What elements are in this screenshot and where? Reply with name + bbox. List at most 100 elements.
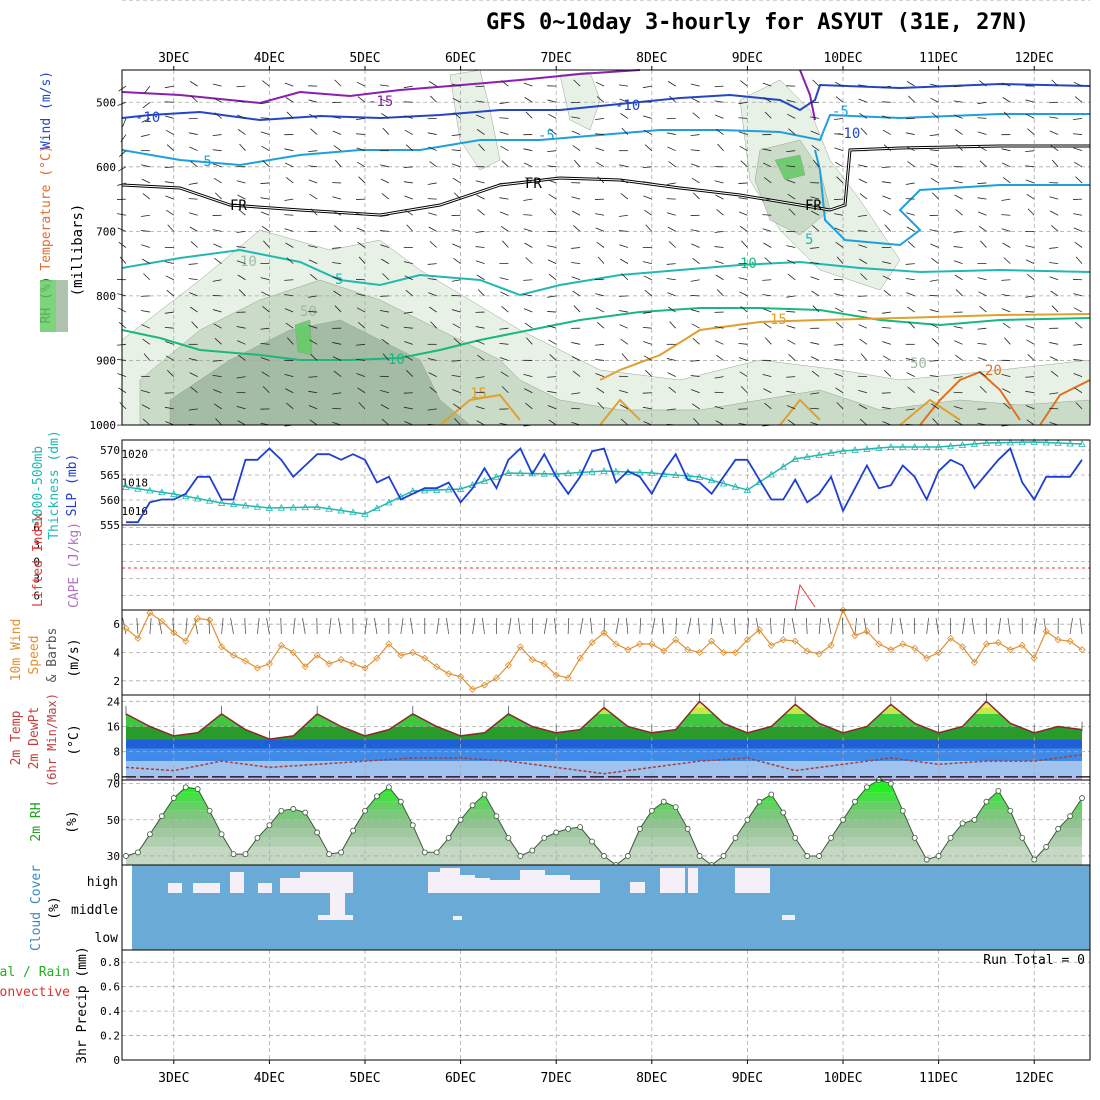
wind-speed-point (672, 636, 680, 644)
thickness-point (994, 438, 1003, 446)
thickness-point (1066, 439, 1074, 447)
wind-barb (571, 116, 581, 119)
wind-barb (714, 246, 724, 248)
thickness-point (265, 504, 274, 511)
wind-barb (357, 96, 366, 103)
wind-barb (238, 209, 246, 216)
wind-barb (332, 116, 342, 119)
wind-barb-10m (230, 617, 234, 635)
wind-barb (118, 321, 127, 329)
wind-barb (380, 244, 390, 248)
wind-barb (524, 242, 533, 248)
wind-barb-10m (374, 617, 378, 635)
rh-point (242, 851, 249, 858)
wind-barb (1073, 147, 1083, 152)
wind-barb (571, 407, 581, 410)
wind-speed-point (528, 656, 536, 664)
contour-label: 5 (805, 232, 813, 248)
wind-speed-point (994, 639, 1002, 647)
wind-barb (523, 214, 533, 216)
wind-barb (597, 256, 605, 264)
wind-barb (1025, 405, 1035, 410)
temperature-contour (799, 69, 816, 121)
wind-barb-10m (328, 617, 332, 635)
wind-barb (882, 195, 891, 200)
temperature-label: Temperature (°C) (39, 145, 54, 270)
wind-barb (786, 390, 796, 394)
wind-barb (666, 263, 676, 265)
freezing-level-line (121, 145, 1090, 216)
wind-barb (404, 421, 413, 426)
thickness-point (1006, 438, 1015, 446)
wind-barb (645, 370, 653, 377)
wind-barb (1001, 148, 1011, 152)
wind-barb (906, 146, 915, 152)
wind-barb (929, 163, 939, 168)
rh-point (170, 795, 177, 801)
contour-label: -10 (615, 98, 640, 114)
wind-barb (788, 354, 796, 361)
wind-barb (284, 294, 294, 297)
wind-barb-10m (518, 617, 521, 635)
wind-barb-10m (697, 617, 701, 635)
wind-label: Wind (m/s) (39, 71, 54, 149)
wind-barb (143, 353, 151, 361)
thickness-point (779, 462, 787, 470)
wind-barb (141, 134, 150, 137)
wind-barb (691, 389, 700, 394)
wind-speed-point (839, 606, 847, 614)
wind-barb (476, 129, 485, 135)
wind-barb (1026, 419, 1035, 426)
pressure-tick-label: 500 (96, 96, 116, 109)
wind-barb (403, 406, 413, 410)
rh-band (125, 792, 1083, 802)
wind-barb (977, 342, 987, 345)
wind-barb (429, 306, 437, 313)
wind-barb (883, 289, 892, 297)
wind-barb-10m (877, 617, 880, 635)
wind-barb (1003, 111, 1011, 119)
wind-barb (189, 81, 198, 87)
rh-point (1067, 813, 1073, 820)
rh-point (194, 786, 201, 792)
wind-barb (834, 147, 844, 152)
wind-speed-point (707, 637, 716, 645)
wind-barb (834, 293, 844, 297)
wind-barb (954, 129, 963, 135)
wind-barb (261, 291, 270, 297)
wind-barb (332, 392, 342, 395)
wind-barb (690, 309, 700, 313)
contour-label: -10 (835, 126, 860, 142)
wind-barb (237, 129, 246, 135)
temperature-contour (121, 69, 641, 105)
day-label-top: 9DEC (732, 51, 763, 66)
wind-barb (141, 178, 151, 184)
wind-barb (692, 337, 700, 345)
wind-barb (929, 279, 939, 282)
wind-barb (451, 134, 461, 137)
wind-barb (1001, 198, 1011, 201)
wind-barb (812, 79, 820, 87)
wind-barb (738, 357, 748, 361)
wind-barb (763, 322, 772, 329)
wind-barb (1073, 118, 1083, 121)
wind-barb (693, 418, 700, 426)
wind-barb (621, 353, 629, 361)
wind-barb (690, 163, 700, 168)
wind-barb (929, 229, 939, 232)
wind-barb (262, 386, 270, 394)
wind-barb (1073, 307, 1083, 313)
wind-speed-point (492, 674, 501, 682)
wind-barb (762, 294, 772, 297)
wind-barb (119, 402, 127, 410)
wind-barb (284, 198, 294, 201)
wind-speed-point (827, 641, 835, 649)
wind-barb (1073, 293, 1083, 297)
rh-point (780, 809, 787, 816)
wind-barb (953, 230, 963, 233)
precip-convective-label: Convective (0, 985, 70, 1000)
wind-barb (142, 193, 151, 200)
wind-barb (954, 274, 963, 281)
thickness-point (946, 442, 955, 449)
cloud-gap (460, 875, 475, 893)
